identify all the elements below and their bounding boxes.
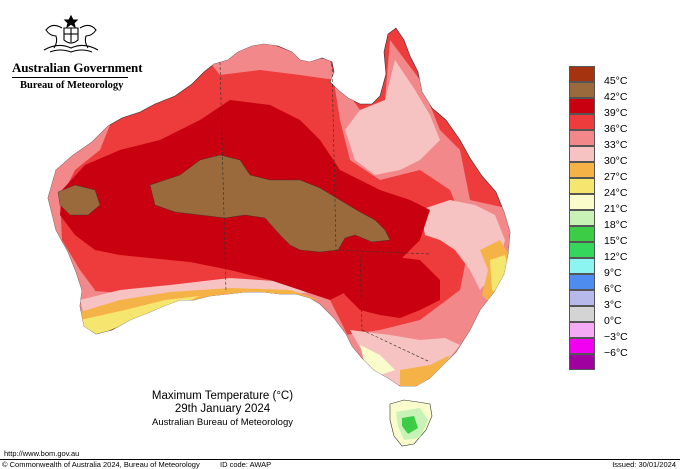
footer-divider	[0, 459, 680, 460]
legend-label: 0°C	[604, 315, 622, 327]
footer-issued: Issued: 30/01/2024	[612, 460, 676, 469]
legend-label: 42°C	[604, 91, 628, 103]
legend-swatch	[569, 210, 595, 226]
coat-of-arms-logo	[43, 14, 99, 53]
footer-copyright: © Commonwealth of Australia 2024, Bureau…	[2, 460, 200, 469]
legend-label: 27°C	[604, 171, 628, 183]
legend-label: 45°C	[604, 75, 628, 87]
legend-label: 30°C	[604, 155, 628, 167]
map-title: Maximum Temperature (°C)	[151, 390, 294, 402]
legend-swatch	[569, 146, 595, 162]
legend-label: −3°C	[604, 331, 628, 343]
legend-label: 3°C	[604, 299, 622, 311]
temperature-legend: 45°C 42°C 39°C 36°C 33°C 30°C 27°C 24°C 21°C 18°C…	[569, 66, 679, 382]
legend-swatch	[569, 242, 595, 258]
legend-label: 6°C	[604, 283, 622, 295]
legend-label: 33°C	[604, 139, 628, 151]
legend-label: 9°C	[604, 267, 622, 279]
legend-swatch	[569, 322, 595, 338]
legend-swatch	[569, 130, 595, 146]
legend-swatch	[569, 82, 595, 98]
legend-swatch	[569, 66, 595, 82]
legend-label: 24°C	[604, 187, 628, 199]
legend-label: 15°C	[604, 235, 628, 247]
legend-swatch	[569, 274, 595, 290]
legend-label: 36°C	[604, 123, 628, 135]
bureau-name: Bureau of Meteorology	[20, 80, 124, 91]
footer-id-code: ID code: AWAP	[220, 460, 272, 469]
legend-label: 18°C	[604, 219, 628, 231]
legend-swatch	[569, 194, 595, 210]
legend-swatch	[569, 178, 595, 194]
map-title-block: Maximum Temperature (°C) 29th January 20…	[150, 390, 295, 428]
legend-label: −6°C	[604, 347, 628, 359]
legend-swatch	[569, 338, 595, 354]
legend-swatch	[569, 226, 595, 242]
temperature-map	[47, 27, 511, 447]
government-name: Australian Government	[12, 60, 143, 75]
legend-swatch	[569, 354, 595, 370]
header-divider	[12, 77, 128, 78]
footer-url[interactable]: http://www.bom.gov.au	[4, 449, 80, 458]
legend-swatch	[569, 290, 595, 306]
map-date: 29th January 2024	[174, 403, 271, 415]
legend-swatch	[569, 114, 595, 130]
legend-swatch	[569, 306, 595, 322]
legend-label: 12°C	[604, 251, 628, 263]
map-source: Australian Bureau of Meteorology	[152, 417, 293, 428]
legend-label: 21°C	[604, 203, 628, 215]
legend-label: 39°C	[604, 107, 628, 119]
legend-swatch	[569, 258, 595, 274]
tasmania	[389, 399, 433, 447]
legend-swatch	[569, 162, 595, 178]
legend-swatch	[569, 98, 595, 114]
